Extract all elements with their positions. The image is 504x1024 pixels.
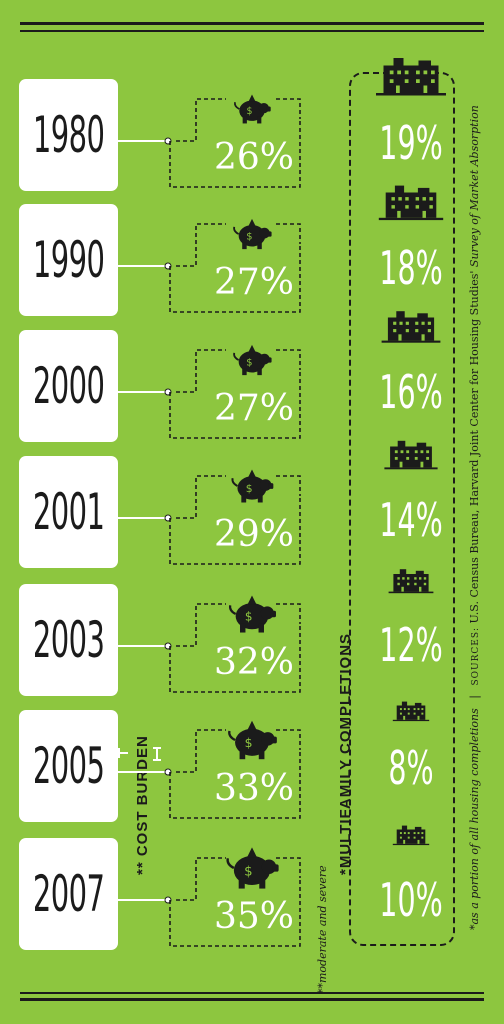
cost-burden-value: 35%	[214, 896, 295, 937]
cost-bracket-right	[276, 223, 301, 244]
cost-burden-value: 29%	[214, 514, 295, 555]
cost-label-tick-right	[153, 747, 161, 761]
cost-bracket-upper	[176, 857, 226, 901]
apartment-building-icon	[381, 311, 441, 343]
cost-bracket-lower	[169, 878, 301, 947]
year-label: 1990	[32, 231, 105, 289]
cost-bracket-right	[276, 729, 301, 750]
multifamily-value: 8%	[388, 741, 434, 795]
cost-burden-value: 27%	[214, 388, 295, 429]
piggy-bank-icon	[231, 468, 275, 504]
year-box-2001: 2001	[19, 456, 118, 568]
year-label: 2005	[32, 737, 105, 795]
apartment-building-icon	[392, 701, 430, 722]
cost-bracket-lower	[169, 244, 301, 313]
cost-bracket-lower	[169, 624, 301, 693]
cost-bracket-upper	[176, 223, 226, 267]
apartment-building-icon	[388, 569, 434, 594]
multifamily-value: 19%	[379, 116, 443, 170]
piggy-bank-icon	[234, 93, 272, 125]
apartment-building-icon	[392, 825, 430, 846]
year-box-1980: 1980	[19, 79, 118, 191]
cost-bracket-upper	[176, 603, 226, 647]
year-box-1990: 1990	[19, 204, 118, 316]
year-label: 2003	[32, 611, 105, 669]
cost-bracket-lower	[169, 119, 301, 188]
cost-bracket-lower	[169, 496, 301, 565]
piggy-bank-icon	[233, 217, 273, 251]
cost-bracket-right	[276, 603, 301, 624]
piggy-bank-icon	[228, 594, 278, 634]
cost-bracket-lower	[169, 750, 301, 819]
piggy-bank-icon	[228, 719, 278, 761]
apartment-building-icon	[384, 440, 438, 470]
multifamily-value: 16%	[379, 365, 443, 419]
bottom-rule-thick	[20, 998, 484, 1001]
piggy-bank-icon	[226, 846, 280, 890]
cost-bracket-upper	[176, 475, 226, 519]
top-rule-thin	[20, 30, 484, 32]
apartment-building-icon	[376, 58, 446, 96]
year-box-2005: 2005	[19, 710, 118, 822]
cost-bracket-upper	[176, 98, 226, 142]
cost-bracket-right	[276, 857, 301, 878]
cost-burden-value: 27%	[214, 262, 295, 303]
top-rule-thick	[20, 22, 484, 25]
year-label: 2001	[32, 483, 105, 541]
year-box-2007: 2007	[19, 838, 118, 950]
cost-bracket-lower	[169, 370, 301, 439]
cost-bracket-right	[276, 349, 301, 370]
piggy-bank-icon	[233, 343, 273, 377]
year-label: 2007	[32, 865, 105, 923]
cost-burden-value: 26%	[214, 137, 295, 178]
year-box-2003: 2003	[19, 584, 118, 696]
bottom-rule-thin	[20, 992, 484, 994]
cost-bracket-upper	[176, 349, 226, 393]
year-label: 1980	[32, 106, 105, 164]
cost-label-tick-left	[118, 748, 128, 758]
multifamily-value: 14%	[379, 493, 443, 547]
cost-bracket-upper	[176, 729, 226, 773]
year-label: 2000	[32, 357, 105, 415]
cost-bracket-right	[276, 475, 301, 496]
multifamily-value: 10%	[379, 873, 443, 927]
multifamily-value: 18%	[379, 241, 443, 295]
cost-bracket-right	[276, 98, 301, 119]
cost-burden-value: 32%	[214, 642, 295, 683]
apartment-building-icon	[378, 185, 444, 221]
multifamily-value: 12%	[379, 618, 443, 672]
cost-burden-value: 33%	[214, 768, 295, 809]
year-box-2000: 2000	[19, 330, 118, 442]
